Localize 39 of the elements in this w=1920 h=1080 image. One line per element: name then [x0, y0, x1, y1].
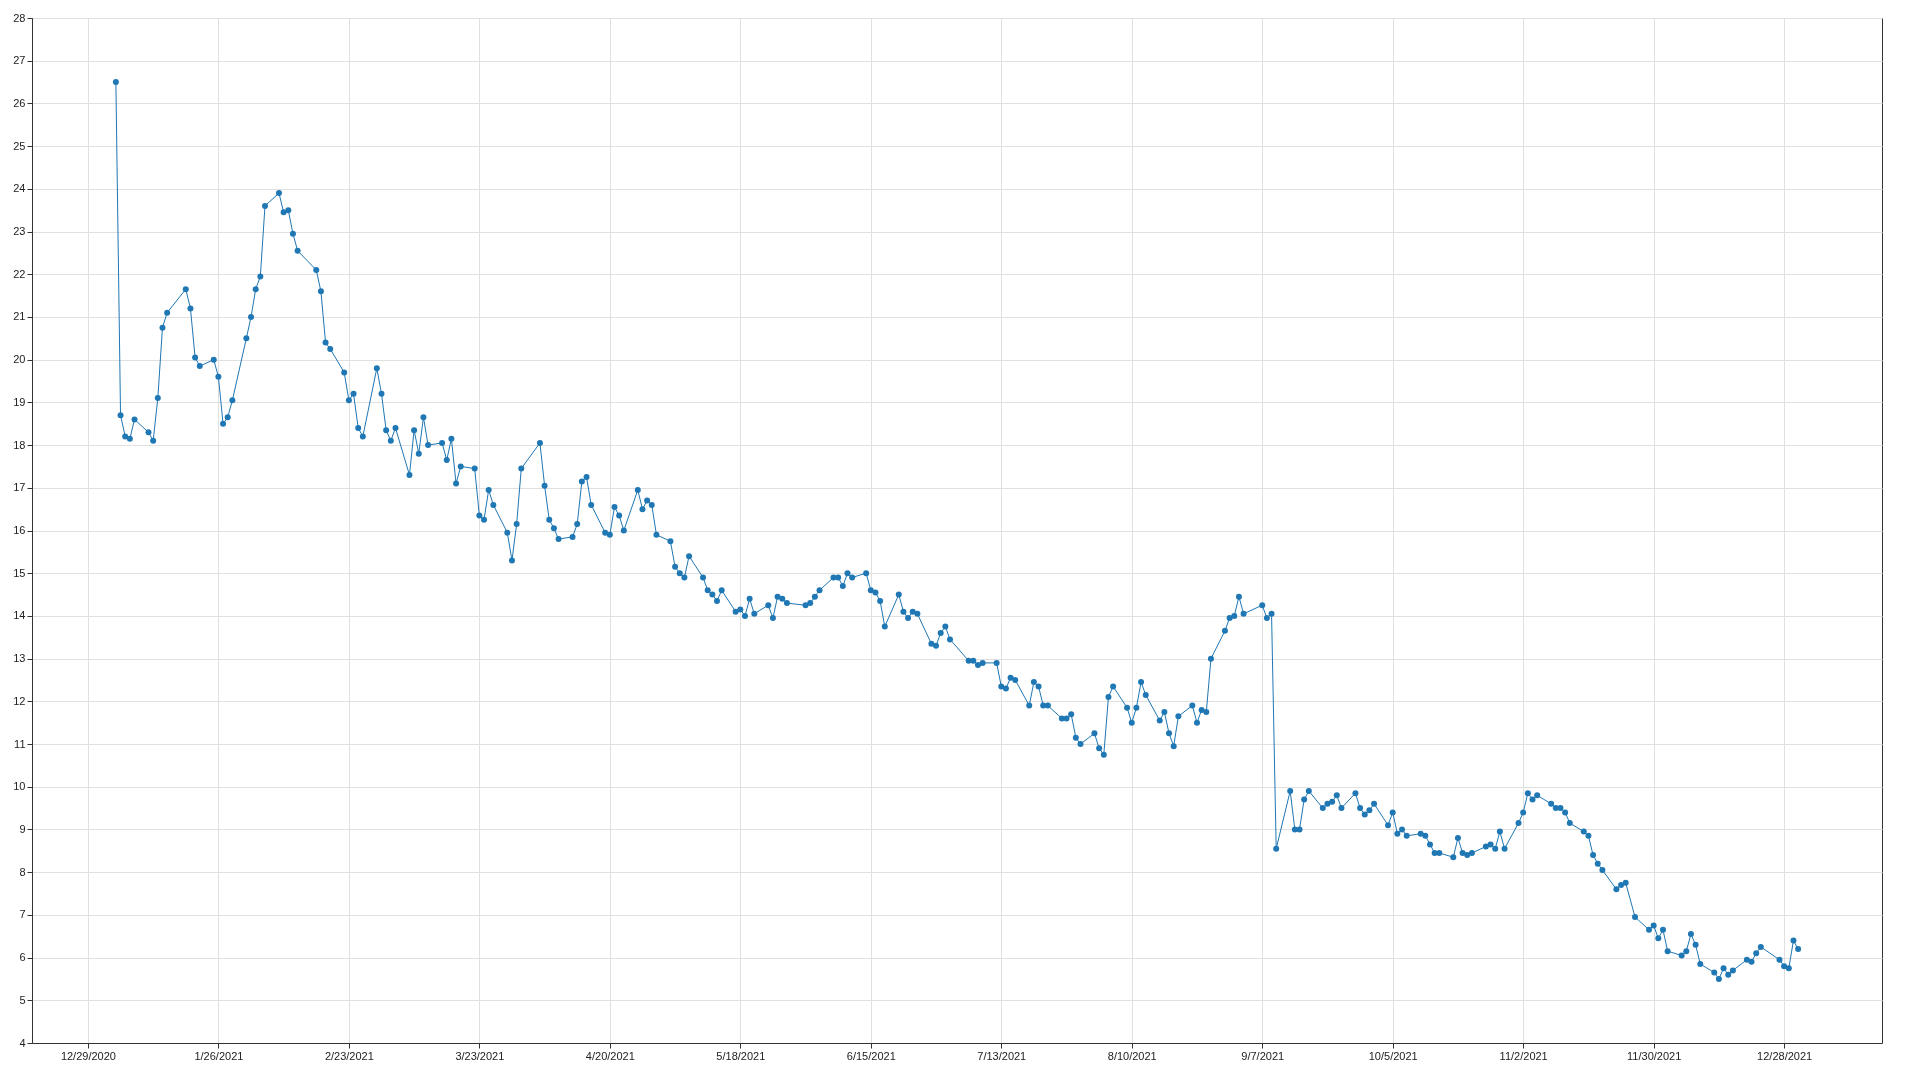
x-tick-label: 3/23/2021 — [455, 1049, 505, 1062]
y-tick-label: 8 — [19, 865, 26, 878]
x-tick-label: 9/7/2021 — [1241, 1049, 1285, 1062]
y-tick-label: 12 — [13, 694, 26, 707]
y-tick-label: 22 — [13, 267, 26, 280]
x-tick-label: 12/28/2021 — [1757, 1049, 1813, 1062]
y-tick-label: 18 — [13, 438, 26, 451]
y-tick-label: 11 — [14, 737, 26, 750]
y-tick-label: 17 — [13, 481, 26, 494]
y-tick-label: 28 — [13, 11, 26, 24]
y-tick-label: 14 — [13, 609, 26, 622]
y-tick-label: 10 — [13, 780, 26, 793]
y-tick-label: 20 — [13, 353, 26, 366]
y-tick-label: 4 — [19, 1036, 26, 1049]
y-tick-label: 13 — [13, 652, 26, 665]
y-tick-label: 24 — [13, 182, 26, 195]
x-tick-label: 1/26/2021 — [194, 1049, 244, 1062]
y-tick-label: 7 — [19, 908, 26, 921]
y-tick-label: 25 — [13, 139, 26, 152]
x-tick-label: 12/29/2020 — [60, 1049, 116, 1062]
y-tick-label: 19 — [13, 395, 26, 408]
x-tick-label: 8/10/2021 — [1107, 1049, 1157, 1062]
y-tick-label: 23 — [13, 225, 26, 238]
x-tick-label: 6/15/2021 — [846, 1049, 896, 1062]
x-tick-label: 11/30/2021 — [1627, 1049, 1682, 1062]
y-tick-label: 15 — [13, 566, 26, 579]
x-tick-label: 5/18/2021 — [716, 1049, 766, 1062]
y-tick-label: 26 — [13, 96, 26, 109]
y-tick-label: 6 — [19, 951, 26, 964]
x-tick-label: 10/5/2021 — [1368, 1049, 1418, 1062]
y-tick-label: 21 — [13, 310, 26, 323]
y-tick-label: 9 — [19, 822, 26, 835]
x-tick-label: 11/2/2021 — [1499, 1049, 1548, 1062]
x-tick-label: 7/13/2021 — [977, 1049, 1027, 1062]
y-tick-label: 16 — [13, 524, 26, 536]
x-tick-label: 2/23/2021 — [324, 1049, 374, 1062]
x-tick-label: 4/20/2021 — [585, 1049, 635, 1062]
y-tick-label: 5 — [19, 993, 26, 1006]
y-tick-label: 27 — [13, 54, 26, 67]
